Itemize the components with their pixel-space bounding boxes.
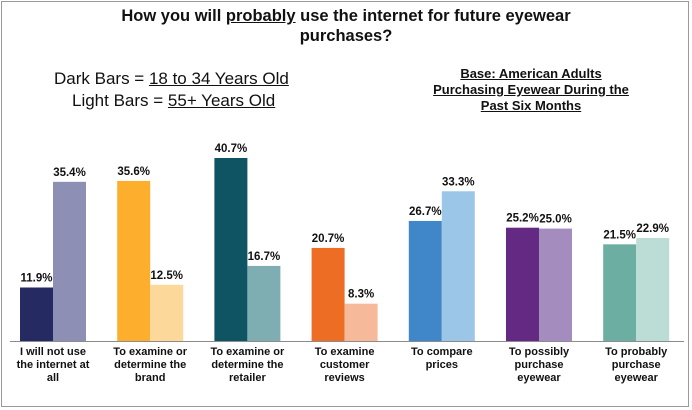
data-label-light-3: 16.7%: [248, 251, 281, 263]
legend-light-bars: Light Bars = 55+ Years Old: [72, 90, 275, 111]
data-label-dark-7: 21.5%: [603, 229, 636, 241]
category-label-5: To compare prices: [396, 346, 488, 372]
category-label-line: customer: [319, 359, 370, 371]
category-label-2: To examine or determine the brand: [104, 346, 196, 385]
category-label-line: prices: [425, 359, 458, 371]
legend-light-prefix: Light Bars =: [72, 91, 168, 110]
category-label-line: To probably: [605, 346, 668, 358]
category-label-line: eyewear: [614, 372, 658, 384]
category-label-line: I will not use: [19, 346, 86, 358]
category-label-line: To possibly: [508, 346, 570, 358]
base-note-line-1: Base: American Adults: [460, 66, 602, 81]
bar-dark-2: [117, 180, 151, 341]
legend-dark-prefix: Dark Bars =: [54, 69, 149, 88]
bar-dark-4: [311, 247, 345, 341]
chart-title: How you will probably use the internet f…: [0, 6, 692, 46]
bar-light-6: [539, 228, 572, 341]
category-label-line: all: [46, 372, 60, 384]
bar-light-7: [636, 238, 670, 341]
bar-light-5: [441, 191, 475, 341]
data-label-light-5: 33.3%: [442, 176, 475, 188]
category-label-line: purchase: [611, 359, 661, 371]
category-label-line: the internet at: [16, 359, 90, 371]
data-label-dark-6: 25.2%: [506, 213, 539, 225]
category-label-line: To examine: [314, 346, 375, 358]
data-label-light-2: 12.5%: [150, 270, 183, 282]
category-label-line: retailer: [229, 372, 266, 384]
title-line-2: purchases?: [299, 27, 393, 45]
bar-dark-6: [506, 227, 539, 341]
bar-dark-7: [603, 244, 637, 341]
base-note-line-2: Purchasing Eyewear During the: [433, 82, 629, 97]
category-label-line: eyewear: [517, 372, 561, 384]
data-label-dark-3: 40.7%: [215, 143, 248, 155]
bar-light-4: [344, 303, 378, 341]
data-label-dark-1: 11.9%: [21, 272, 53, 284]
base-note-line-3: Past Six Months: [480, 98, 582, 113]
bar-light-2: [150, 284, 184, 341]
category-label-line: purchase: [514, 359, 564, 371]
category-label-line: reviews: [324, 372, 365, 384]
category-label-3: To examine or determine the retailer: [201, 346, 293, 385]
base-note: Base: American Adults Purchasing Eyewear…: [400, 66, 662, 114]
category-label-line: brand: [134, 372, 166, 384]
category-label-6: To possibly purchase eyewear: [493, 346, 585, 385]
legend-dark-value: 18 to 34 Years Old: [148, 69, 289, 88]
legend-light-value: 55+ Years Old: [167, 91, 276, 110]
data-label-light-4: 8.3%: [348, 289, 374, 301]
title-emphasis: probably: [225, 7, 296, 25]
bar-light-1: [53, 181, 86, 341]
data-label-light-1: 35.4%: [53, 167, 86, 179]
data-label-light-7: 22.9%: [636, 223, 669, 235]
category-label-line: determine the: [211, 359, 284, 371]
legend-dark-bars: Dark Bars = 18 to 34 Years Old: [54, 68, 289, 89]
data-label-dark-2: 35.6%: [117, 166, 150, 178]
category-label-4: To examine customer reviews: [299, 346, 391, 385]
category-label-line: To examine or: [210, 346, 285, 358]
data-label-dark-5: 26.7%: [409, 206, 442, 218]
data-label-light-6: 25.0%: [539, 214, 572, 226]
category-label-1: I will not use the internet at all: [7, 346, 99, 385]
category-label-line: To compare: [411, 346, 473, 358]
title-text-start: How you will: [121, 7, 226, 25]
bar-light-3: [247, 265, 281, 341]
bar-dark-1: [20, 287, 53, 341]
title-text-end: use the internet for future eyewear: [295, 7, 571, 25]
category-label-line: To examine or: [113, 346, 188, 358]
data-label-dark-4: 20.7%: [312, 233, 345, 245]
category-label-line: determine the: [114, 359, 187, 371]
bar-dark-5: [408, 220, 442, 341]
category-label-7: To probably purchase eyewear: [590, 346, 682, 385]
bar-dark-3: [214, 158, 248, 341]
